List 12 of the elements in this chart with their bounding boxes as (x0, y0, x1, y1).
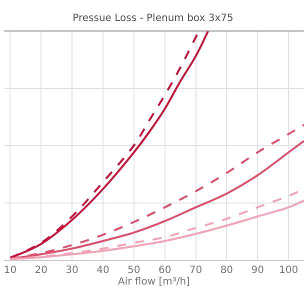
x-tick-label: 50 (128, 265, 140, 276)
x-tick-label: 10 (4, 265, 17, 276)
x-tick-label: 90 (251, 265, 264, 276)
x-tick-label: 80 (220, 265, 234, 276)
x-tick-label: 100 (278, 265, 298, 276)
x-tick-label: 20 (34, 265, 48, 276)
x-tick-label: 30 (66, 265, 78, 276)
chart-title: Pressue Loss - Plenum box 3x75 (72, 12, 234, 24)
x-axis-title: Air flow [m³/h] (118, 276, 190, 288)
x-tick-label: 70 (189, 265, 202, 276)
x-tick-label: 40 (96, 265, 110, 276)
x-tick-label: 60 (158, 265, 172, 276)
